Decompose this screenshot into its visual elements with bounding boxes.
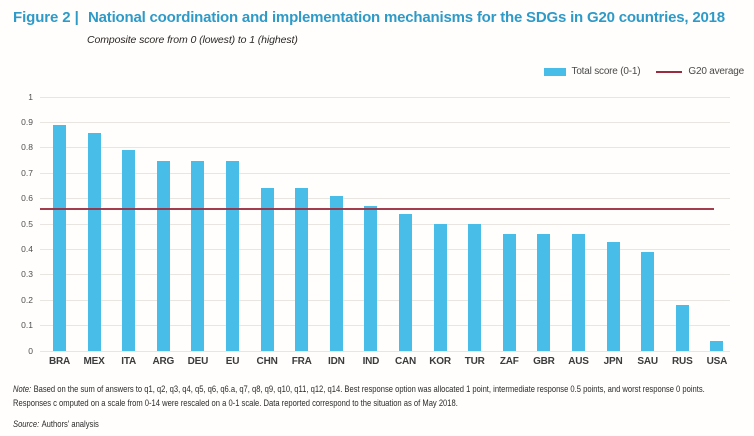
bar-DEU (191, 160, 205, 351)
y-axis-tick-label: 0.8 (21, 142, 33, 153)
grid-line (40, 172, 730, 174)
x-axis-label-JPN: JPN (603, 356, 623, 367)
grid-line (40, 198, 730, 200)
bar-ARG (156, 160, 170, 351)
figure-number-label: Figure 2 | (13, 9, 79, 26)
grid-line (40, 350, 730, 352)
source-label: Source: (13, 419, 40, 430)
x-axis-label-IND: IND (362, 356, 380, 367)
grid-line (40, 121, 730, 123)
x-axis-label-GBR: GBR (533, 356, 555, 367)
grid-line (40, 147, 730, 149)
y-axis-tick-label: 0.2 (21, 294, 33, 305)
bar-TUR (468, 224, 482, 351)
y-axis-tick-label: 0 (28, 345, 33, 356)
legend-label-g20-average: G20 average (688, 66, 744, 77)
grid-line (40, 96, 730, 98)
bar-IDN (329, 196, 343, 351)
x-axis-label-ARG: ARG (152, 356, 175, 367)
bar-CAN (399, 213, 412, 351)
x-axis-label-MEX: MEX (83, 356, 105, 367)
grid-line (40, 299, 730, 301)
bar-BRA (53, 124, 66, 351)
x-axis-label-EU: EU (225, 356, 240, 367)
x-axis-label-BRA: BRA (48, 356, 71, 367)
bar-CHN (260, 188, 274, 351)
x-axis-label-SAU: SAU (637, 356, 658, 367)
bar-AUS (572, 234, 585, 351)
legend-label-total-score: Total score (0-1) (571, 66, 641, 77)
chart-legend: Total score (0-1) G20 average (543, 66, 744, 77)
y-axis-tick-label: 0.1 (21, 320, 33, 331)
y-axis-tick-label: 0.4 (21, 243, 33, 254)
x-axis-label-USA: USA (706, 356, 728, 367)
figure-note: Note: Based on the sum of answers to q1, … (13, 383, 733, 411)
x-axis-label-RUS: RUS (672, 356, 693, 367)
grid-line (40, 274, 730, 276)
y-axis-tick-label: 0.5 (21, 218, 33, 229)
chart-plot-area (40, 96, 730, 352)
g20-average-line (40, 207, 714, 210)
legend-item-total-score: Total score (0-1) (543, 66, 641, 77)
figure-title: National coordination and implementation… (88, 9, 725, 26)
bar-RUS (675, 305, 689, 351)
bar-USA (710, 340, 724, 351)
note-label: Note: (13, 384, 32, 395)
bar-JPN (606, 241, 620, 351)
note-text: Based on the sum of answers to q1, q2, q… (13, 384, 705, 409)
figure-source: Source: Authors' analysis (13, 419, 733, 430)
bar-GBR (537, 234, 551, 351)
y-axis-tick-label: 1 (28, 91, 33, 102)
y-axis-tick-label: 0.7 (21, 167, 33, 178)
x-axis-label-TUR: TUR (464, 356, 485, 367)
grid-line (40, 325, 730, 327)
bar-KOR (433, 224, 447, 351)
x-axis-label-ITA: ITA (121, 356, 137, 367)
bar-EU (226, 160, 239, 351)
x-axis-label-ZAF: ZAF (499, 356, 519, 367)
x-axis-label-CAN: CAN (394, 356, 417, 367)
bar-SAU (641, 251, 655, 351)
y-axis-tick-label: 0.9 (21, 116, 33, 127)
bar-series-swatch-icon (543, 67, 566, 76)
bar-IND (364, 206, 378, 351)
x-axis-label-CHN: CHN (256, 356, 278, 367)
x-axis-label-AUS: AUS (568, 356, 589, 367)
grid-line (40, 223, 730, 225)
x-axis-label-FRA: FRA (291, 356, 312, 367)
x-axis-label-IDN: IDN (327, 356, 345, 367)
y-axis-tick-label: 0.6 (21, 193, 33, 204)
legend-item-g20-average: G20 average (656, 66, 744, 77)
grid-line (40, 248, 730, 250)
bar-FRA (295, 188, 309, 351)
source-text: Authors' analysis (41, 419, 99, 430)
average-line-swatch-icon (656, 70, 683, 73)
bar-ZAF (502, 234, 516, 351)
bar-ITA (122, 150, 136, 351)
bar-MEX (87, 132, 101, 351)
x-axis-label-KOR: KOR (429, 356, 451, 367)
x-axis-label-DEU: DEU (187, 356, 209, 367)
figure-subtitle: Composite score from 0 (lowest) to 1 (hi… (87, 34, 298, 46)
y-axis-tick-label: 0.3 (21, 269, 33, 280)
